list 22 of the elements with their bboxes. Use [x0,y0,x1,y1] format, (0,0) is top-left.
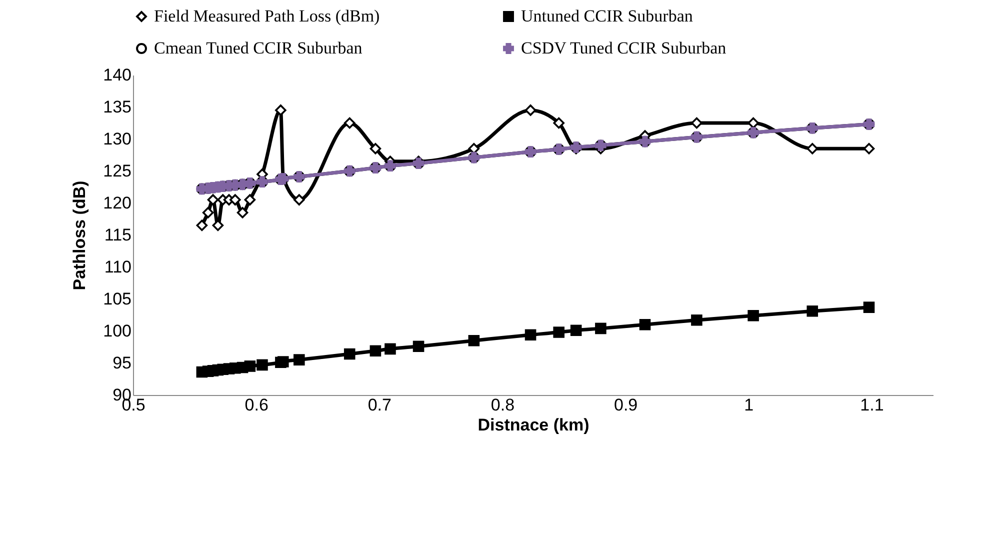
y-tick-label: 100 [103,322,132,340]
x-tick-label: 0.7 [368,396,392,414]
y-tick-label: 105 [103,290,132,308]
y-tick-label: 115 [104,226,132,244]
x-tick-label: 0.6 [244,396,268,414]
legend-label: CSDV Tuned CCIR Suburban [521,38,727,58]
x-tick-label: 1 [744,396,754,414]
y-tick-label: 110 [104,258,132,276]
x-axis-title: Distnace (km) [478,416,590,434]
y-tick-label: 95 [112,354,132,372]
legend-label: Untuned CCIR Suburban [521,6,694,26]
x-tick-label: 0.9 [614,396,638,414]
y-tick-label: 125 [103,162,132,180]
y-tick-label: 140 [103,66,132,84]
y-tick-label: 135 [103,98,132,116]
x-tick-label: 1.1 [860,396,884,414]
legend-label: Field Measured Path Loss (dBm) [154,6,380,26]
y-axis-title: Pathloss (dB) [70,180,90,290]
y-tick-label: 120 [103,194,132,212]
x-tick-label: 0.8 [490,396,515,414]
y-tick-label: 130 [103,130,132,148]
legend-label: Cmean Tuned CCIR Suburban [154,38,363,58]
